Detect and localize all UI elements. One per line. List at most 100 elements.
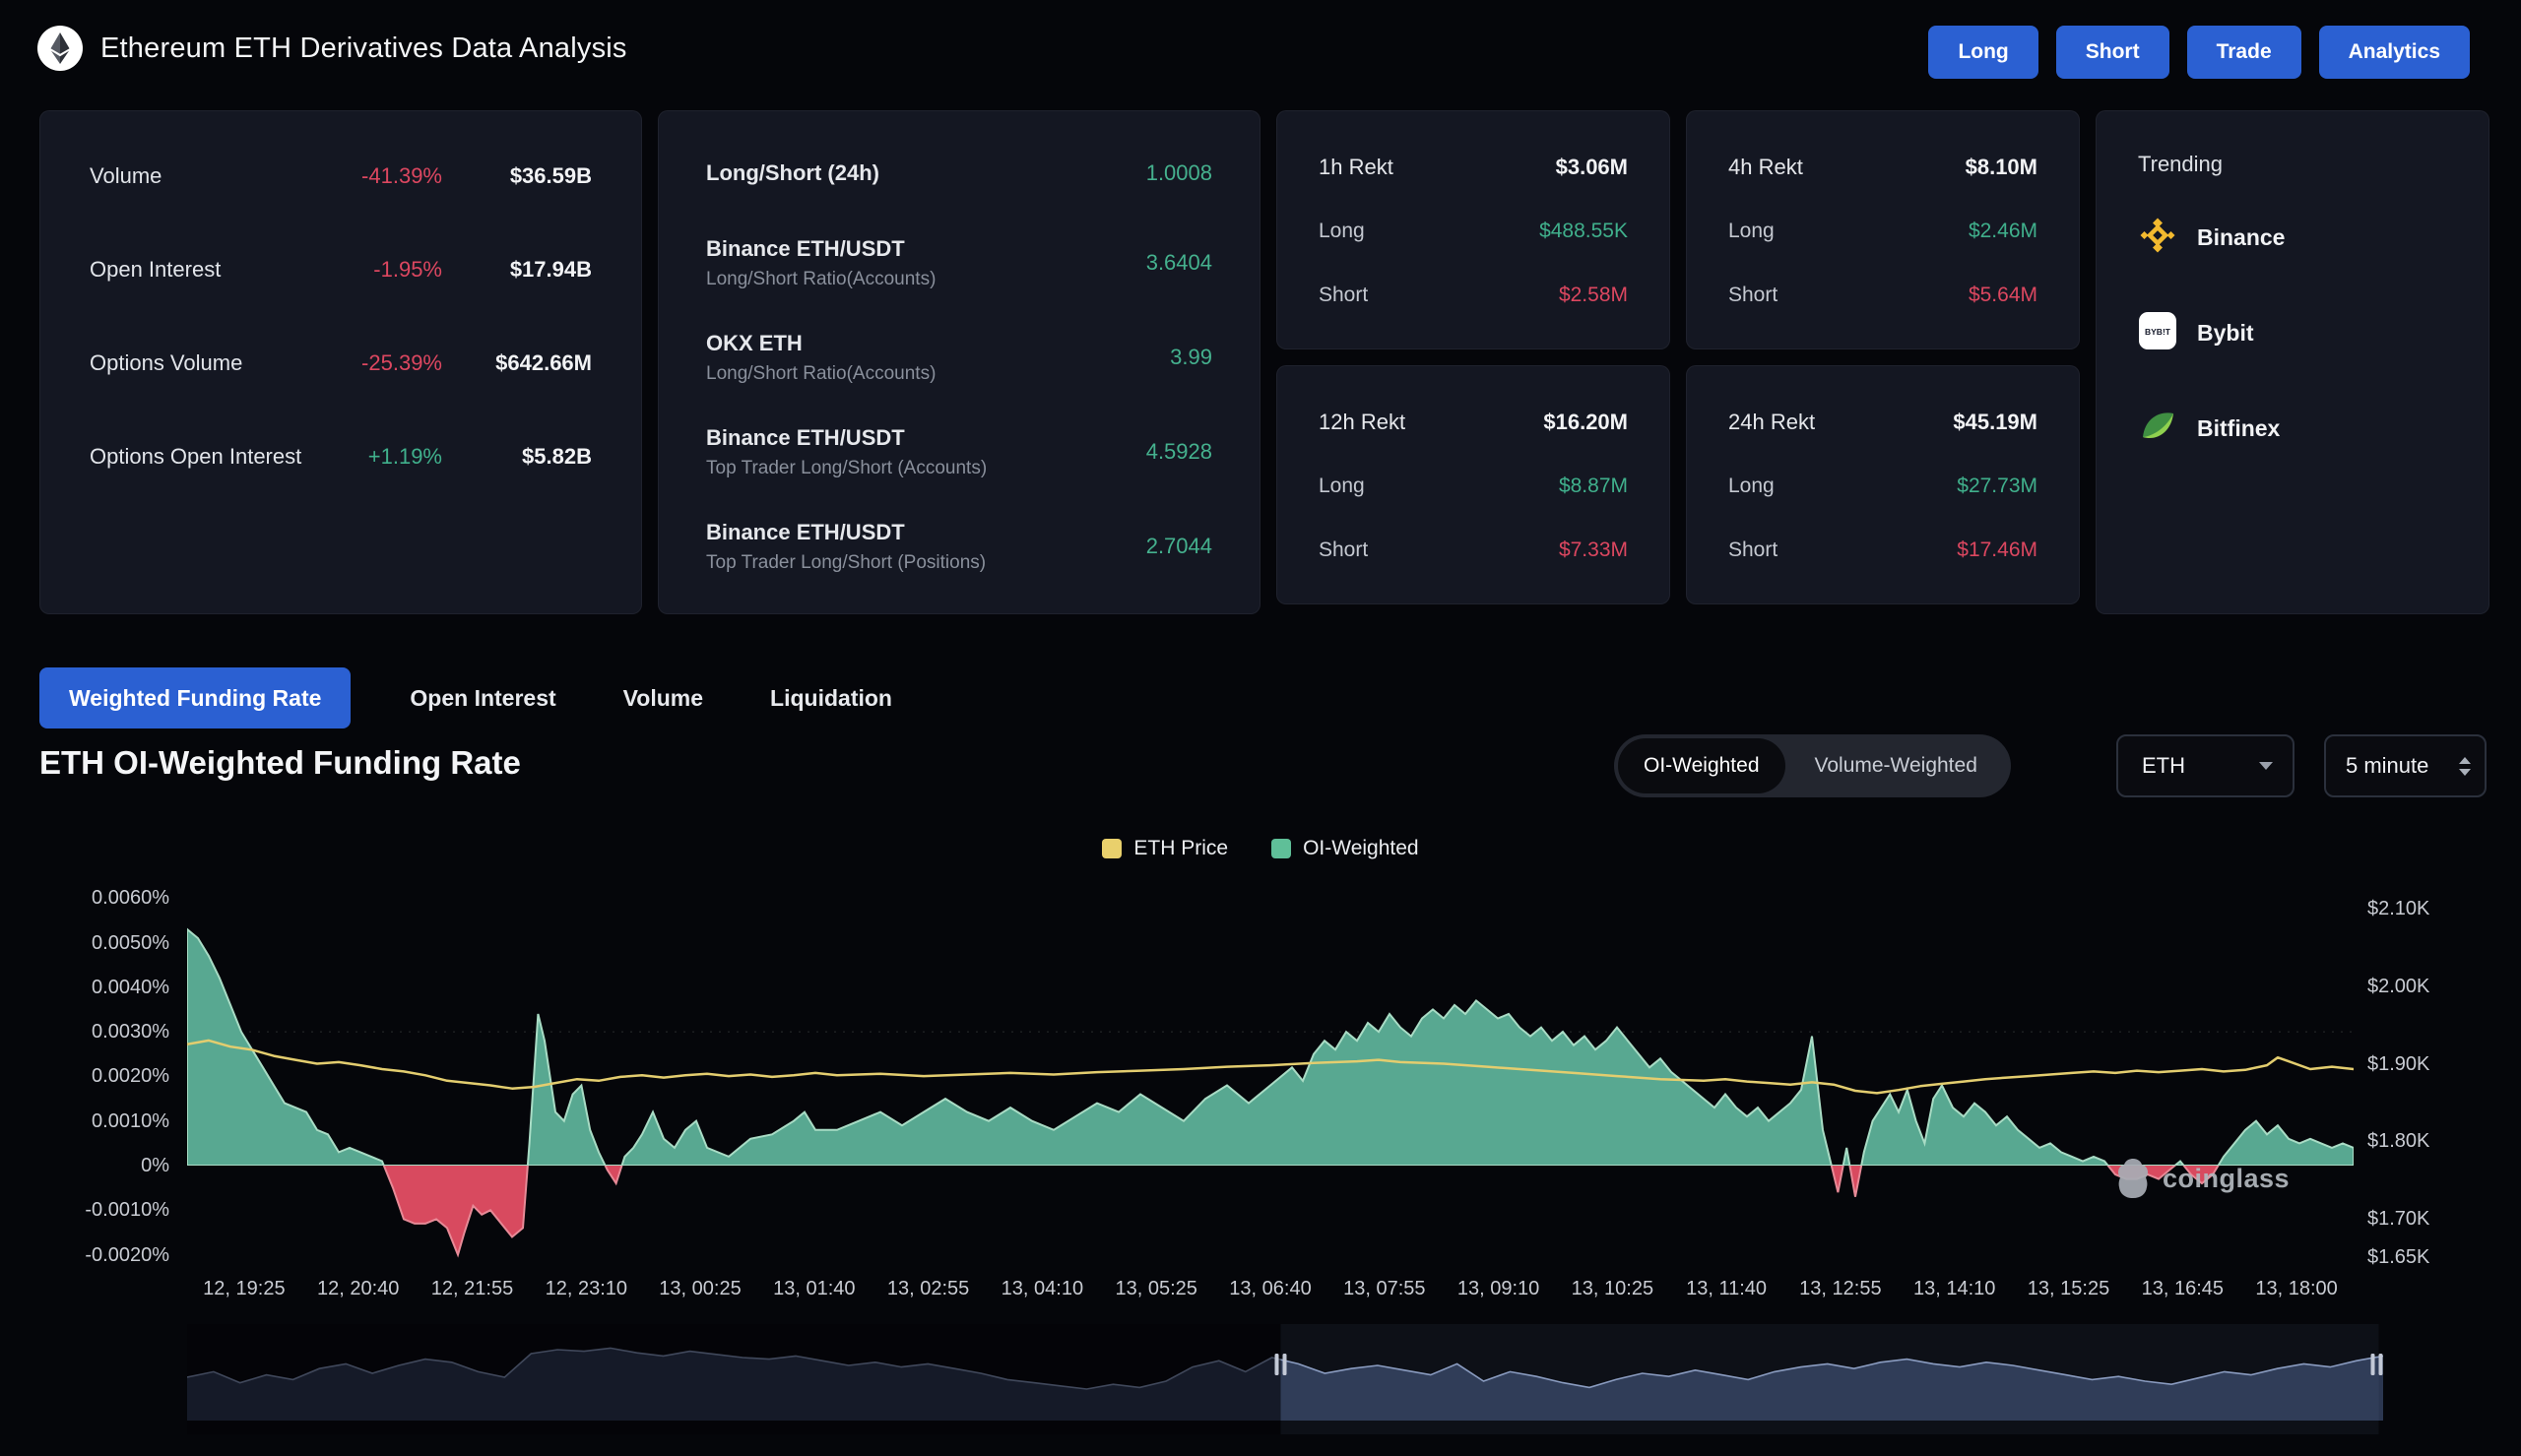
market-stats-card: Volume -41.39% $36.59B Open Interest -1.95% $… xyxy=(39,110,642,614)
stat-label: Volume xyxy=(90,162,162,188)
watermark-label: coinglass xyxy=(2163,1163,2291,1193)
funding-line-negative xyxy=(382,1166,2220,1258)
ratio-value: 4.5928 xyxy=(1145,439,1212,464)
rekt-title: 24h Rekt xyxy=(1728,409,1816,434)
symbol-select[interactable]: ETH xyxy=(2116,734,2295,797)
rekt-header-row: 1h Rekt $3.06M xyxy=(1319,135,1628,199)
stat-value: $5.82B xyxy=(522,443,592,469)
funding-area-positive xyxy=(187,928,2354,1166)
x-axis-tick: 13, 16:45 xyxy=(2141,1278,2225,1299)
funding-rate-chart[interactable] xyxy=(185,876,2356,1270)
rekt-card-1h-rekt: 1h Rekt $3.06M Long $488.55K Short $2.58M xyxy=(1276,110,1670,349)
stat-label: Options Volume xyxy=(90,349,243,375)
tab-liquidation[interactable]: Liquidation xyxy=(762,667,900,728)
tab-weighted-funding-rate[interactable]: Weighted Funding Rate xyxy=(39,667,352,728)
rekt-card-4h-rekt: 4h Rekt $8.10M Long $2.46M Short $5.64M xyxy=(1686,110,2080,349)
rekt-short-row: Short $5.64M xyxy=(1728,263,2037,327)
stat-change: +1.19% xyxy=(367,443,442,469)
rekt-short-value: $5.64M xyxy=(1968,283,2037,306)
stat-change: -25.39% xyxy=(361,349,442,375)
toggle-option-volume-weighted[interactable]: Volume-Weighted xyxy=(1814,754,1977,777)
navigator-canvas[interactable] xyxy=(186,1324,2384,1434)
long-short-ratios-card: Long/Short (24h) 1.0008 Binance ETH/USDT Lo… xyxy=(658,110,1260,614)
tab-open-interest[interactable]: Open Interest xyxy=(402,667,563,728)
tab-volume[interactable]: Volume xyxy=(615,667,711,728)
ratio-subtitle: Top Trader Long/Short (Accounts) xyxy=(706,457,988,478)
x-axis-tick: 13, 04:10 xyxy=(1001,1278,1084,1299)
header-button-analytics[interactable]: Analytics xyxy=(2318,26,2470,79)
chart-navigator[interactable] xyxy=(186,1324,2384,1434)
rekt-total: $45.19M xyxy=(1953,409,2037,434)
stat-row: Open Interest -1.95% $17.94B xyxy=(90,222,592,316)
trending-item-label: Bitfinex xyxy=(2197,415,2281,441)
funding-rate-chart-canvas[interactable] xyxy=(185,876,2356,1270)
header-button-long[interactable]: Long xyxy=(1928,26,2038,79)
x-axis-tick: 13, 18:00 xyxy=(2255,1278,2338,1299)
x-axis-tick: 12, 19:25 xyxy=(203,1278,286,1299)
trending-title: Trending xyxy=(2138,152,2224,176)
y-axis-tick-left: 0.0010% xyxy=(92,1109,169,1132)
coinglass-bear-icon xyxy=(2118,1159,2148,1198)
trending-item-bitfinex[interactable]: Bitfinex xyxy=(2138,381,2447,476)
rekt-title: 4h Rekt xyxy=(1728,154,1803,179)
header-button-trade[interactable]: Trade xyxy=(2186,26,2301,79)
legend-item-eth-price[interactable]: ETH Price xyxy=(1102,837,1228,860)
x-axis-tick: 13, 09:10 xyxy=(1456,1278,1540,1299)
legend-item-oi-weighted[interactable]: OI-Weighted xyxy=(1271,837,1419,860)
interval-select[interactable]: 5 minute xyxy=(2324,734,2487,797)
stat-label: Options Open Interest xyxy=(90,443,302,469)
rekt-long-value: $27.73M xyxy=(1957,474,2037,497)
coinglass-watermark: coinglass xyxy=(2115,1158,2290,1199)
left-axis: 0.0060% 0.0050% 0.0040% 0.0030% 0.0020% 0.001… xyxy=(39,876,169,1270)
trending-item-binance[interactable]: Binance xyxy=(2138,190,2447,285)
up-down-arrows-icon xyxy=(2459,756,2471,776)
y-axis-tick-left: 0.0020% xyxy=(92,1065,169,1088)
y-axis-tick-right: $1.65K xyxy=(2367,1246,2430,1268)
trending-item-label: Bybit xyxy=(2197,320,2254,346)
rekt-header-row: 4h Rekt $8.10M xyxy=(1728,135,2037,199)
page-title: Ethereum ETH Derivatives Data Analysis xyxy=(100,32,627,64)
chevron-down-icon xyxy=(2259,762,2273,770)
y-axis-tick-right: $2.10K xyxy=(2367,898,2430,920)
x-axis-tick: 12, 20:40 xyxy=(316,1278,400,1299)
svg-text:BYB!T: BYB!T xyxy=(2145,327,2171,337)
ratio-row: Binance ETH/USDT Long/Short Ratio(Account… xyxy=(706,216,1212,310)
navigator-handle-right[interactable] xyxy=(2370,1354,2383,1375)
x-axis: 12, 19:25 12, 20:40 12, 21:55 12, 23:10 13, … xyxy=(187,1278,2354,1307)
x-axis-tick: 13, 02:55 xyxy=(886,1278,970,1299)
ratio-row: OKX ETH Long/Short Ratio(Accounts) 3.99 xyxy=(706,310,1212,405)
navigator-handle-left[interactable] xyxy=(1274,1354,1287,1375)
rekt-short-row: Short $17.46M xyxy=(1728,518,2037,582)
rekt-card-12h-rekt: 12h Rekt $16.20M Long $8.87M Short $7.33M xyxy=(1276,365,1670,604)
y-axis-tick-right: $1.70K xyxy=(2367,1207,2430,1230)
rekt-short-row: Short $2.58M xyxy=(1319,263,1628,327)
navigator-selection[interactable] xyxy=(1280,1324,2379,1434)
ethereum-icon xyxy=(37,26,83,71)
rekt-card-24h-rekt: 24h Rekt $45.19M Long $27.73M Short $17.46M xyxy=(1686,365,2080,604)
rekt-title: 12h Rekt xyxy=(1319,409,1406,434)
ratio-title: Long/Short (24h) xyxy=(706,160,879,185)
interval-select-value: 5 minute xyxy=(2346,753,2429,778)
rekt-total: $8.10M xyxy=(1965,154,2037,179)
rekt-total: $16.20M xyxy=(1543,409,1628,434)
x-axis-tick: 13, 06:40 xyxy=(1229,1278,1312,1299)
trending-item-label: Binance xyxy=(2197,224,2286,250)
chart-legend: ETH Price OI-Weighted xyxy=(0,837,2521,860)
x-axis-tick: 12, 23:10 xyxy=(545,1278,628,1299)
eth-price-line xyxy=(185,1039,2356,1095)
ratio-subtitle: Long/Short Ratio(Accounts) xyxy=(706,268,937,289)
x-axis-tick: 13, 12:55 xyxy=(1799,1278,1882,1299)
rekt-long-row: Long $2.46M xyxy=(1728,199,2037,263)
toggle-option-oi-weighted[interactable]: OI-Weighted xyxy=(1618,738,1785,793)
header-button-short[interactable]: Short xyxy=(2055,26,2169,79)
rekt-long-row: Long $27.73M xyxy=(1728,454,2037,518)
binance-icon xyxy=(2138,216,2177,260)
y-axis-tick-left: 0.0060% xyxy=(92,887,169,910)
trending-item-bybit[interactable]: BYB!T Bybit xyxy=(2138,285,2447,381)
ratio-value: 2.7044 xyxy=(1145,534,1212,558)
rekt-short-label: Short xyxy=(1319,283,1369,306)
stat-value: $17.94B xyxy=(509,256,592,282)
rekt-long-value: $488.55K xyxy=(1539,219,1628,242)
x-axis-tick: 13, 00:25 xyxy=(659,1278,742,1299)
